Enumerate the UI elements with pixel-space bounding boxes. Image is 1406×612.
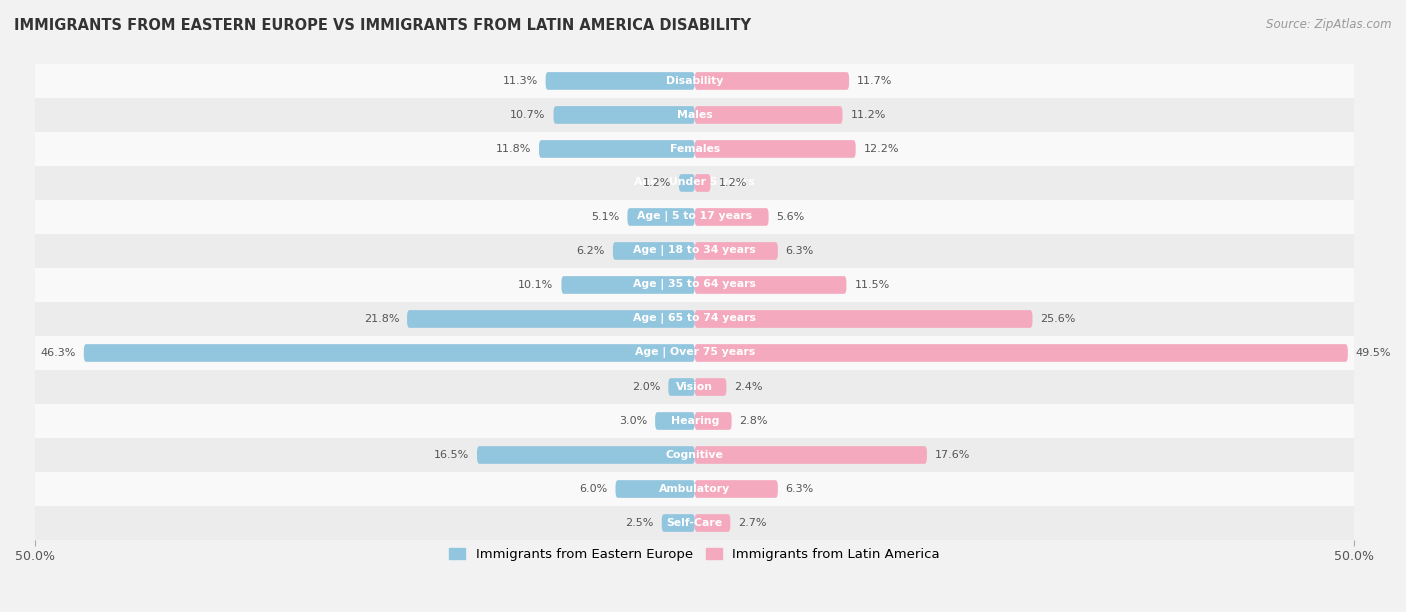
FancyBboxPatch shape [695,514,730,532]
FancyBboxPatch shape [695,242,778,260]
Text: 21.8%: 21.8% [364,314,399,324]
FancyBboxPatch shape [655,412,695,430]
Text: 2.0%: 2.0% [633,382,661,392]
Text: 6.2%: 6.2% [576,246,605,256]
Text: Age | Over 75 years: Age | Over 75 years [634,348,755,359]
Bar [35,166,1354,200]
Bar [35,438,1354,472]
Text: Source: ZipAtlas.com: Source: ZipAtlas.com [1267,18,1392,31]
Text: 2.5%: 2.5% [626,518,654,528]
Bar [35,64,1354,98]
Bar [35,506,1354,540]
FancyBboxPatch shape [695,174,710,192]
Text: 6.3%: 6.3% [786,484,814,494]
FancyBboxPatch shape [84,344,695,362]
FancyBboxPatch shape [695,446,927,464]
Bar [35,268,1354,302]
Text: 1.2%: 1.2% [718,178,747,188]
Text: 11.5%: 11.5% [855,280,890,290]
Text: Cognitive: Cognitive [666,450,724,460]
Text: 17.6%: 17.6% [935,450,970,460]
FancyBboxPatch shape [695,412,731,430]
FancyBboxPatch shape [554,106,695,124]
FancyBboxPatch shape [477,446,695,464]
FancyBboxPatch shape [695,72,849,90]
FancyBboxPatch shape [662,514,695,532]
Text: 6.3%: 6.3% [786,246,814,256]
Text: Disability: Disability [666,76,724,86]
Text: 16.5%: 16.5% [434,450,470,460]
Bar [35,200,1354,234]
Text: Ambulatory: Ambulatory [659,484,730,494]
Text: Vision: Vision [676,382,713,392]
Legend: Immigrants from Eastern Europe, Immigrants from Latin America: Immigrants from Eastern Europe, Immigran… [444,543,945,567]
Text: 2.7%: 2.7% [738,518,766,528]
Text: 2.4%: 2.4% [734,382,763,392]
Bar [35,404,1354,438]
FancyBboxPatch shape [695,276,846,294]
Text: Age | 18 to 34 years: Age | 18 to 34 years [633,245,756,256]
Text: 5.1%: 5.1% [592,212,620,222]
FancyBboxPatch shape [627,208,695,226]
Text: 6.0%: 6.0% [579,484,607,494]
Text: 12.2%: 12.2% [863,144,898,154]
Text: 11.8%: 11.8% [496,144,531,154]
Text: Females: Females [669,144,720,154]
Text: 10.1%: 10.1% [519,280,554,290]
FancyBboxPatch shape [408,310,695,328]
Text: IMMIGRANTS FROM EASTERN EUROPE VS IMMIGRANTS FROM LATIN AMERICA DISABILITY: IMMIGRANTS FROM EASTERN EUROPE VS IMMIGR… [14,18,751,34]
Bar [35,302,1354,336]
FancyBboxPatch shape [546,72,695,90]
FancyBboxPatch shape [695,480,778,498]
FancyBboxPatch shape [695,208,769,226]
Bar [35,336,1354,370]
Text: Age | 65 to 74 years: Age | 65 to 74 years [633,313,756,324]
Text: Males: Males [676,110,713,120]
Text: 2.8%: 2.8% [740,416,768,426]
Bar [35,132,1354,166]
FancyBboxPatch shape [695,106,842,124]
Text: 11.2%: 11.2% [851,110,886,120]
Text: Self-Care: Self-Care [666,518,723,528]
Text: Age | 35 to 64 years: Age | 35 to 64 years [633,280,756,291]
FancyBboxPatch shape [695,310,1032,328]
Text: 46.3%: 46.3% [41,348,76,358]
FancyBboxPatch shape [695,378,727,396]
FancyBboxPatch shape [613,242,695,260]
FancyBboxPatch shape [679,174,695,192]
Bar [35,98,1354,132]
Text: 5.6%: 5.6% [776,212,804,222]
FancyBboxPatch shape [695,344,1348,362]
FancyBboxPatch shape [616,480,695,498]
Text: Hearing: Hearing [671,416,718,426]
Text: 49.5%: 49.5% [1355,348,1391,358]
FancyBboxPatch shape [695,140,856,158]
Text: Age | 5 to 17 years: Age | 5 to 17 years [637,212,752,223]
Bar [35,472,1354,506]
Text: 25.6%: 25.6% [1040,314,1076,324]
Text: 11.3%: 11.3% [502,76,537,86]
Text: 10.7%: 10.7% [510,110,546,120]
FancyBboxPatch shape [538,140,695,158]
FancyBboxPatch shape [668,378,695,396]
Text: 1.2%: 1.2% [643,178,671,188]
Text: 11.7%: 11.7% [858,76,893,86]
Text: Age | Under 5 years: Age | Under 5 years [634,177,755,188]
Bar [35,370,1354,404]
Text: 3.0%: 3.0% [619,416,647,426]
FancyBboxPatch shape [561,276,695,294]
Bar [35,234,1354,268]
